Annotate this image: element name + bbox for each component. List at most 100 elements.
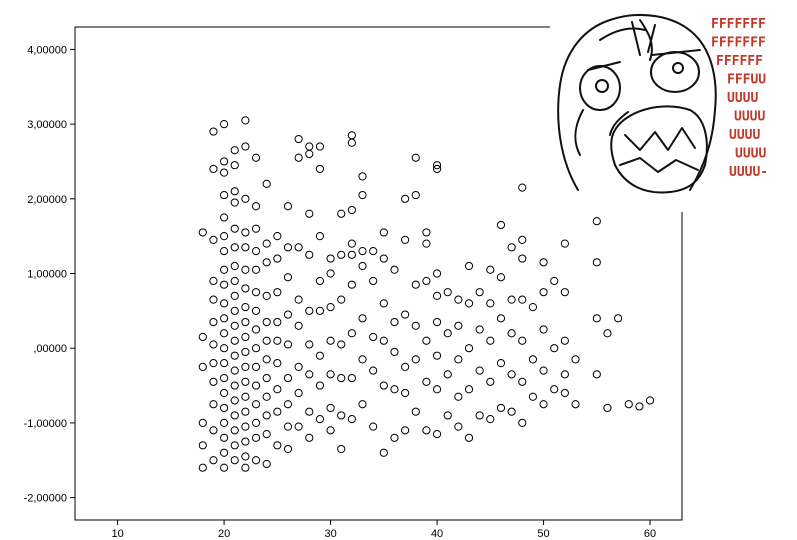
- data-point: [262, 411, 271, 420]
- data-point: [560, 370, 569, 379]
- data-point: [230, 198, 239, 207]
- data-point: [219, 433, 229, 442]
- data-point: [464, 261, 474, 271]
- data-point: [486, 415, 495, 424]
- data-point: [273, 359, 282, 368]
- data-point: [454, 321, 463, 330]
- data-point: [475, 325, 484, 334]
- data-point: [603, 329, 612, 338]
- data-point: [262, 392, 271, 401]
- data-point: [347, 415, 356, 424]
- data-point: [241, 347, 250, 357]
- data-point: [422, 336, 431, 345]
- data-point: [219, 157, 229, 166]
- data-point: [422, 426, 431, 435]
- data-point: [219, 373, 229, 383]
- data-point: [411, 190, 420, 200]
- meme-caption-line: FFFFFFF: [711, 17, 766, 32]
- data-point: [401, 388, 410, 398]
- data-point: [496, 220, 506, 230]
- data-point: [539, 258, 548, 267]
- data-point: [432, 269, 442, 278]
- data-point: [486, 265, 495, 274]
- data-point: [241, 142, 250, 151]
- data-point: [390, 347, 399, 357]
- data-point: [241, 377, 250, 386]
- data-point: [315, 142, 325, 151]
- x-tick-label: 40: [431, 528, 443, 540]
- data-point: [219, 463, 229, 472]
- meme-caption-line: UUUU: [734, 110, 765, 125]
- data-point: [230, 243, 239, 252]
- data-point: [507, 329, 516, 338]
- data-point: [432, 351, 442, 360]
- data-point: [496, 359, 506, 368]
- data-point: [262, 258, 271, 267]
- data-point: [518, 183, 527, 192]
- data-point: [454, 422, 463, 431]
- data-point: [518, 254, 527, 263]
- data-point: [251, 202, 261, 211]
- data-point: [251, 362, 261, 371]
- data-point: [209, 295, 218, 304]
- data-point: [283, 340, 293, 349]
- data-point: [411, 280, 420, 289]
- data-point: [592, 314, 601, 323]
- data-point: [251, 246, 261, 256]
- data-point: [369, 246, 378, 256]
- data-point: [539, 288, 548, 297]
- data-point: [294, 153, 303, 162]
- y-tick-label: -1,00000: [24, 418, 67, 430]
- data-point: [358, 190, 367, 200]
- y-tick-label: 4,00000: [27, 44, 67, 56]
- data-point: [251, 265, 261, 274]
- data-point: [251, 381, 261, 390]
- data-point: [251, 224, 261, 233]
- data-point: [273, 232, 282, 241]
- data-point: [241, 243, 250, 252]
- data-point: [209, 359, 218, 368]
- data-point: [443, 370, 452, 379]
- data-point: [241, 284, 250, 293]
- data-point: [464, 299, 474, 308]
- data-point: [358, 172, 367, 181]
- data-point: [560, 336, 569, 345]
- data-point: [496, 403, 506, 413]
- data-point: [294, 134, 303, 144]
- data-point: [251, 153, 261, 162]
- data-point: [241, 317, 250, 327]
- data-point: [315, 276, 325, 286]
- data-point: [294, 243, 303, 252]
- data-point: [347, 250, 356, 259]
- data-point: [262, 429, 271, 439]
- data-point: [305, 340, 314, 349]
- data-point: [219, 232, 229, 241]
- meme-caption: FFFFFFFFFFFFFFFFFFFFFFFUUUUUUUUUUUUUUUUU…: [711, 17, 768, 180]
- data-point: [401, 194, 410, 203]
- data-point: [251, 325, 261, 334]
- data-point: [219, 388, 229, 398]
- data-point: [326, 303, 335, 312]
- data-point: [230, 291, 239, 301]
- data-point: [241, 228, 250, 237]
- data-point: [337, 295, 346, 304]
- data-point: [230, 426, 239, 435]
- data-point: [358, 246, 367, 256]
- data-point: [219, 213, 229, 222]
- data-point: [198, 362, 207, 371]
- data-point: [262, 373, 271, 383]
- data-point: [262, 336, 271, 345]
- data-point: [241, 437, 250, 446]
- data-point: [560, 288, 569, 297]
- data-point: [230, 261, 239, 271]
- data-point: [294, 388, 303, 398]
- data-point: [358, 314, 367, 323]
- data-point: [539, 325, 548, 334]
- data-point: [251, 456, 261, 465]
- data-point: [369, 276, 378, 286]
- data-point: [401, 426, 410, 435]
- data-point: [241, 265, 250, 274]
- data-point: [305, 142, 314, 151]
- data-point: [262, 355, 271, 364]
